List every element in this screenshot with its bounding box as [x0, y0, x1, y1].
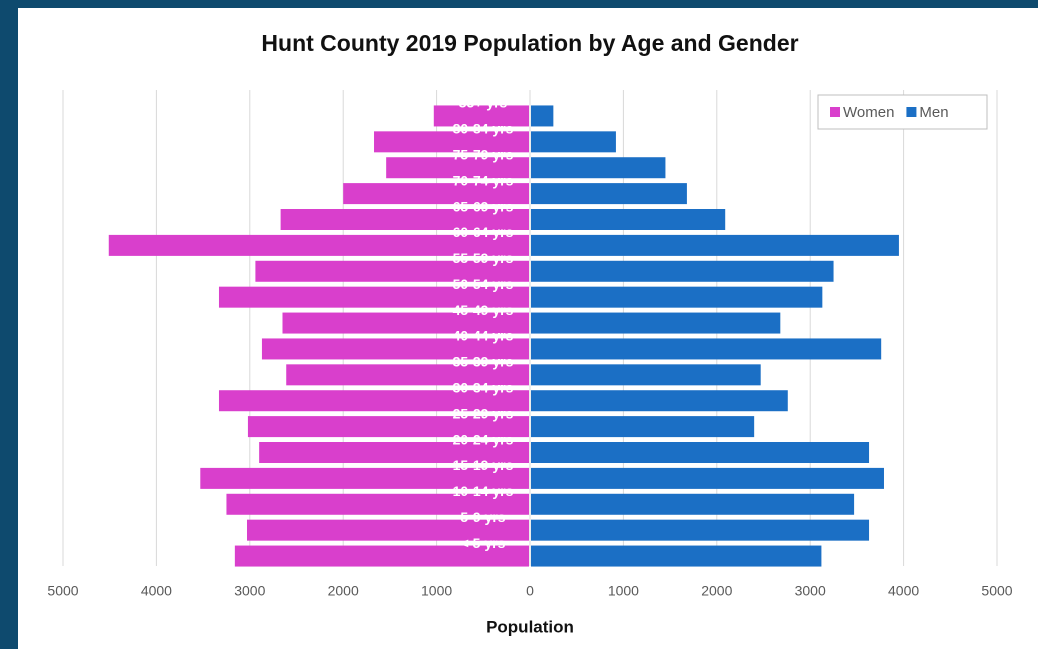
bar	[218, 286, 529, 308]
bar	[531, 312, 781, 334]
bar	[531, 260, 834, 282]
bar	[531, 390, 788, 412]
category-label: 5-9 yrs	[460, 509, 505, 525]
bar	[259, 442, 529, 463]
x-tick-label: 4000	[888, 583, 919, 599]
bar	[531, 493, 855, 515]
bar	[433, 105, 529, 127]
bar	[531, 442, 870, 463]
bar	[531, 157, 666, 179]
bar	[234, 545, 529, 567]
category-label: 30-34 yrs	[453, 379, 514, 395]
x-tick-label: 0	[526, 583, 534, 599]
category-label: 85+ yrs	[459, 95, 508, 111]
x-tick-label: 3000	[795, 583, 826, 599]
chart-title: Hunt County 2019 Population by Age and G…	[261, 30, 798, 56]
category-label: 10-14 yrs	[453, 483, 514, 499]
bar	[226, 493, 529, 515]
bar	[280, 209, 529, 230]
legend: Women Men	[817, 94, 988, 130]
category-label: 55-59 yrs	[453, 250, 514, 266]
category-label: 70-74 yrs	[453, 172, 514, 188]
x-tick-label: 5000	[981, 583, 1012, 599]
bar	[531, 416, 755, 438]
bar	[531, 519, 870, 541]
x-tick-label: 5000	[47, 583, 78, 599]
category-label: 60-64 yrs	[453, 224, 514, 240]
bar	[108, 234, 530, 256]
bars	[108, 105, 899, 567]
bar	[282, 312, 529, 334]
bar	[531, 131, 616, 153]
category-label: 45-49 yrs	[453, 302, 514, 318]
bar	[247, 416, 529, 438]
bar	[531, 286, 823, 308]
x-tick-label: 2000	[701, 583, 732, 599]
bar	[261, 338, 529, 360]
bar	[218, 390, 529, 412]
bar	[531, 545, 822, 567]
x-tick-label: 2000	[328, 583, 359, 599]
x-tick-label: 1000	[608, 583, 639, 599]
bar	[531, 364, 761, 386]
legend-swatch	[906, 107, 917, 117]
category-label: 75-79 yrs	[453, 146, 514, 162]
legend-swatch	[830, 107, 840, 117]
bar	[286, 364, 529, 386]
bar	[255, 260, 530, 282]
bar	[531, 183, 687, 205]
bar	[531, 338, 882, 360]
x-tick-label: 1000	[421, 583, 452, 599]
category-label: 40-44 yrs	[453, 328, 514, 344]
category-label: < 5 yrs	[461, 535, 506, 551]
bar	[200, 467, 529, 489]
category-label: 20-24 yrs	[453, 431, 514, 447]
x-axis-title: Population	[486, 617, 574, 636]
grid	[62, 90, 998, 566]
bar	[531, 467, 884, 489]
bar	[374, 131, 529, 153]
bar	[531, 209, 726, 230]
legend-label: Men	[919, 104, 948, 121]
legend-label: Women	[843, 104, 894, 121]
bar	[343, 183, 529, 205]
x-tick-label: 4000	[141, 583, 172, 599]
bar	[531, 105, 554, 127]
legend-box	[817, 94, 988, 130]
bar	[246, 519, 530, 541]
x-tick-label: 3000	[234, 583, 265, 599]
category-label: 15-19 yrs	[453, 457, 514, 473]
category-label: 65-69 yrs	[453, 198, 514, 214]
category-label: 80-84 yrs	[453, 121, 514, 137]
bar	[531, 234, 899, 256]
category-label: 35-39 yrs	[453, 354, 514, 370]
category-label: 50-54 yrs	[453, 276, 514, 292]
bar	[386, 157, 529, 179]
category-label: 25-29 yrs	[453, 405, 514, 421]
